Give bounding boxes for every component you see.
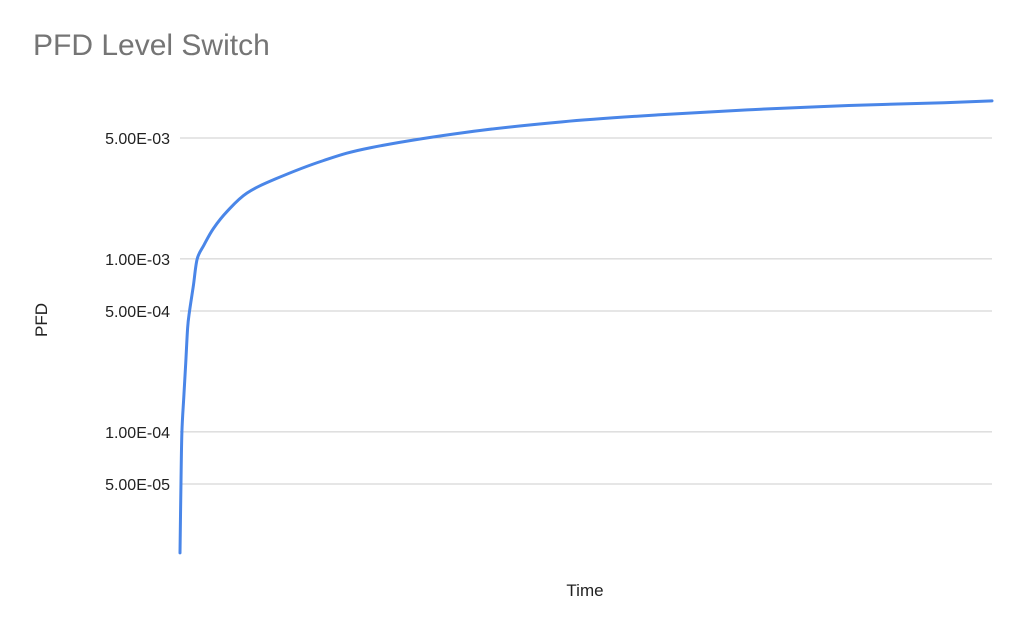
series-layer <box>178 99 994 555</box>
gridlines <box>180 137 992 485</box>
y-tick-label: 5.00E-04 <box>105 304 170 321</box>
x-axis-title: Time <box>566 581 603 600</box>
y-tick-label: 1.00E-03 <box>105 252 170 269</box>
y-tick-label: 1.00E-04 <box>105 425 170 442</box>
series-line <box>178 99 994 555</box>
chart-title: PFD Level Switch <box>33 29 270 62</box>
y-tick-label: 5.00E-03 <box>105 131 170 148</box>
y-axis-title: PFD <box>32 303 51 337</box>
y-axis-ticks: 5.00E-05 1.00E-04 5.00E-04 1.00E-03 5.00E-03 <box>105 131 170 494</box>
y-tick-label: 5.00E-05 <box>105 477 170 494</box>
